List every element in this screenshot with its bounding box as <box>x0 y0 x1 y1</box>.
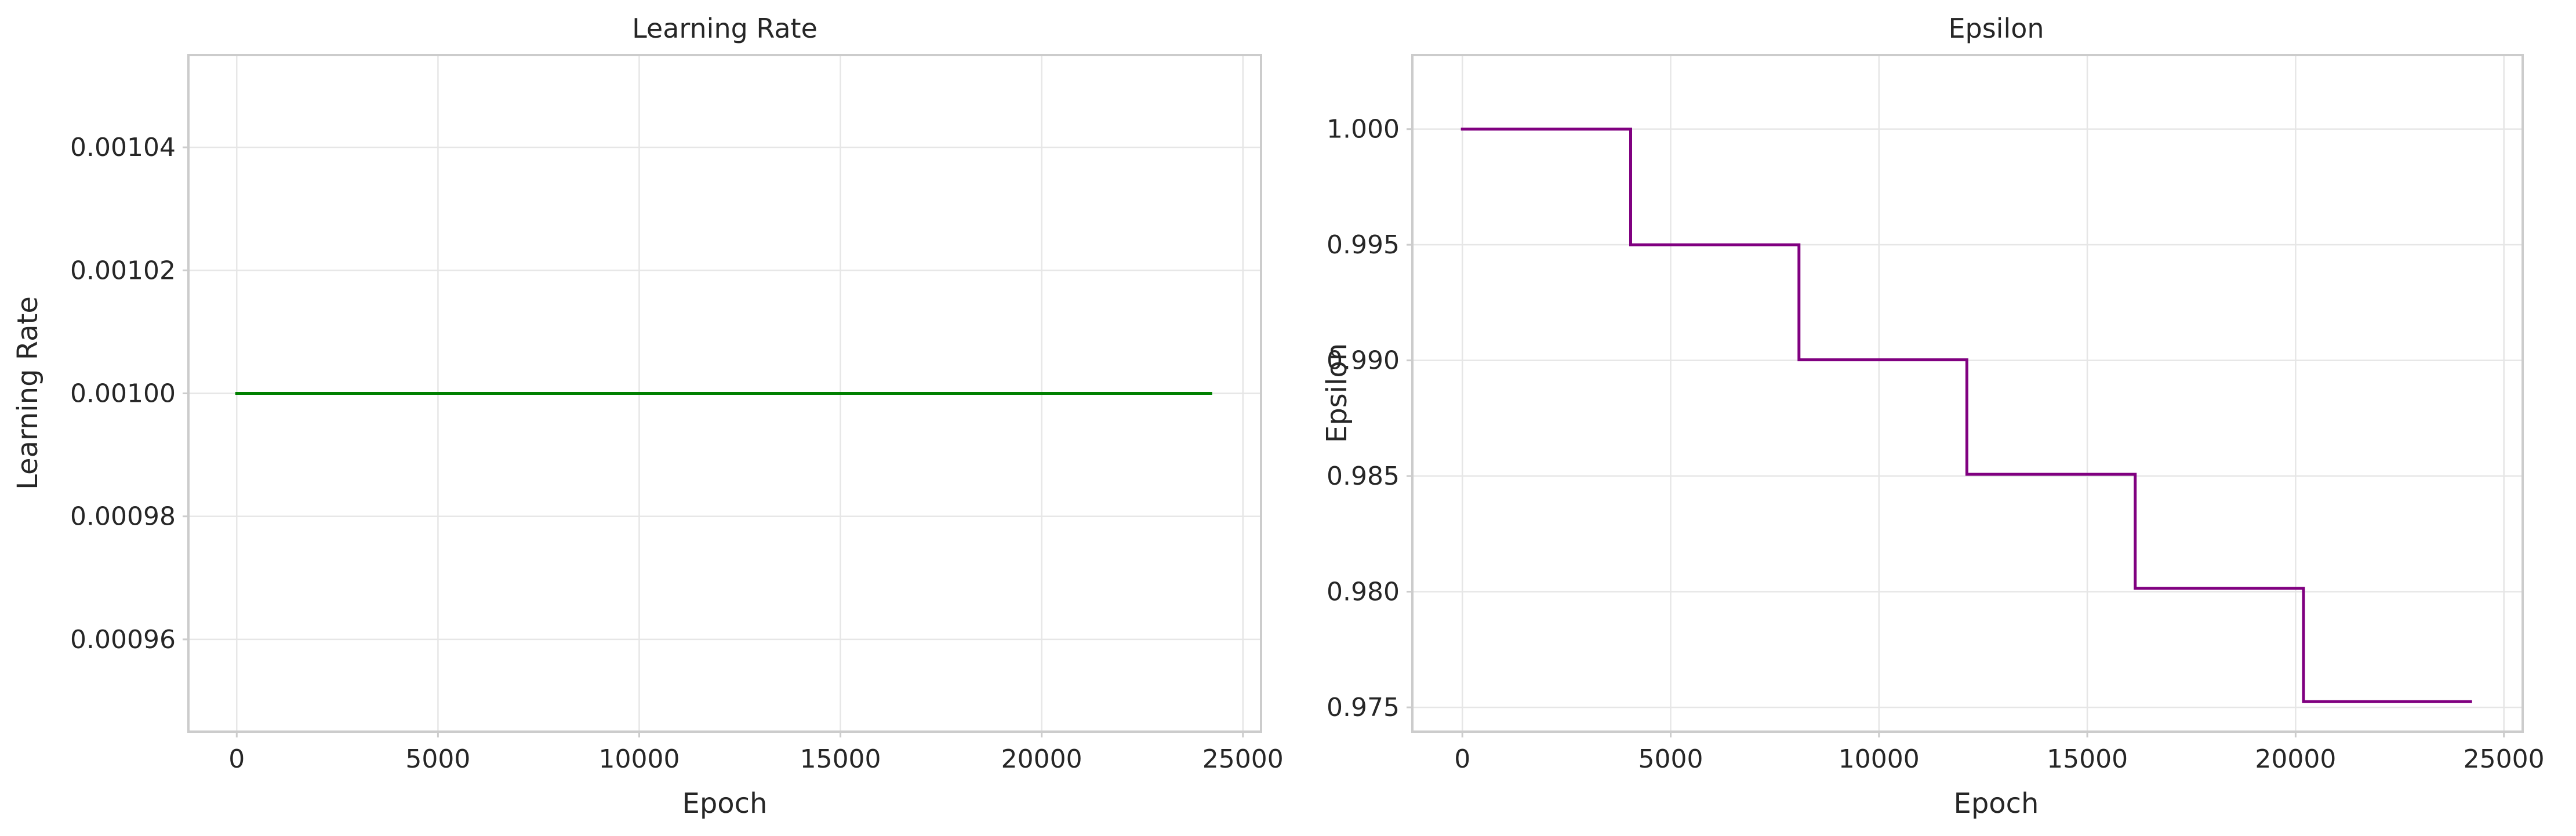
learning-rate-y-tick-label: 0.00100 <box>70 379 176 409</box>
epsilon-x-tick-label: 20000 <box>2255 744 2336 774</box>
learning-rate-x-axis-label: Epoch <box>682 787 768 820</box>
epsilon-y-tick-label: 0.985 <box>1327 461 1400 491</box>
epsilon-x-tick-label: 10000 <box>1839 744 1920 774</box>
epsilon-axes-frame <box>1411 54 2524 733</box>
learning-rate-x-tick-label: 15000 <box>800 744 881 774</box>
epsilon-y-tick-label: 0.975 <box>1327 693 1400 722</box>
epsilon-series-line <box>1460 128 2472 703</box>
learning-rate-ticks: 0 5000 10000 15000 20000 25000 0.00096 0.00098 0… <box>70 133 1284 774</box>
epsilon-x-tick-label: 15000 <box>2047 744 2128 774</box>
learning-rate-x-tick-label: 0 <box>228 744 245 774</box>
epsilon-y-tick-label: 0.980 <box>1327 577 1400 607</box>
epsilon-y-tick-label: 0.995 <box>1327 230 1400 260</box>
learning-rate-y-tick-label: 0.00096 <box>70 625 176 655</box>
epsilon-x-tick-label: 0 <box>1454 744 1470 774</box>
epsilon-title: Epsilon <box>1948 13 2044 44</box>
learning-rate-chart: 0 5000 10000 15000 20000 25000 0.00096 0.00098 0… <box>12 13 1284 820</box>
learning-rate-x-tick-label: 25000 <box>1202 744 1284 774</box>
epsilon-chart: 0 5000 10000 15000 20000 25000 0.975 0.980 0.985… <box>1321 13 2545 820</box>
epsilon-grid <box>1412 55 2523 732</box>
learning-rate-x-tick-label: 10000 <box>598 744 680 774</box>
learning-rate-title: Learning Rate <box>632 13 818 44</box>
epsilon-y-axis-label: Epsilon <box>1321 343 1353 443</box>
epsilon-x-axis-label: Epoch <box>1954 787 2039 820</box>
learning-rate-x-tick-label: 20000 <box>1001 744 1082 774</box>
learning-rate-y-tick-label: 0.00104 <box>70 133 176 162</box>
learning-rate-y-tick-label: 0.00098 <box>70 502 176 532</box>
epsilon-series <box>1460 128 2472 703</box>
learning-rate-y-tick-label: 0.00102 <box>70 256 176 285</box>
epsilon-x-tick-label: 5000 <box>1638 744 1703 774</box>
learning-rate-y-axis-label: Learning Rate <box>12 296 44 490</box>
learning-rate-x-tick-label: 5000 <box>405 744 470 774</box>
epsilon-x-tick-label: 25000 <box>2464 744 2545 774</box>
epsilon-y-tick-label: 0.990 <box>1327 346 1400 376</box>
epsilon-ticks: 0 5000 10000 15000 20000 25000 0.975 0.980 0.985… <box>1327 115 2545 774</box>
epsilon-y-tick-label: 1.000 <box>1327 115 1400 144</box>
